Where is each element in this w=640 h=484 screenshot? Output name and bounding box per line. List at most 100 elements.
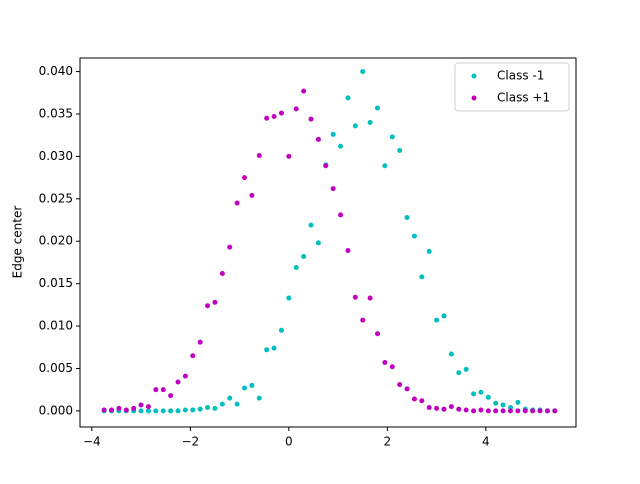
- point: [175, 408, 181, 414]
- legend-marker: [471, 73, 477, 79]
- point: [271, 114, 277, 120]
- point: [293, 265, 299, 271]
- point: [352, 123, 358, 129]
- point: [367, 119, 373, 125]
- point: [419, 274, 425, 280]
- legend-label: Class -1: [497, 69, 544, 83]
- point: [242, 175, 248, 181]
- point: [227, 395, 233, 401]
- point: [485, 394, 491, 400]
- point: [153, 408, 159, 414]
- point: [426, 248, 432, 254]
- point: [426, 404, 432, 410]
- point: [360, 317, 366, 323]
- point: [256, 395, 262, 401]
- point: [234, 200, 240, 206]
- point: [182, 373, 188, 379]
- point: [123, 407, 129, 413]
- point: [397, 147, 403, 153]
- x-tick-label: 0: [285, 435, 293, 449]
- legend-label: Class +1: [497, 91, 550, 105]
- point: [493, 400, 499, 406]
- y-tick-label: 0.010: [39, 319, 73, 333]
- point: [493, 408, 499, 414]
- point: [242, 385, 248, 391]
- point: [160, 387, 166, 393]
- point: [109, 407, 115, 413]
- point: [478, 407, 484, 413]
- point: [360, 69, 366, 75]
- point: [301, 88, 307, 94]
- x-tick-label: 2: [384, 435, 392, 449]
- point: [323, 163, 329, 169]
- point: [271, 345, 277, 351]
- point: [293, 106, 299, 112]
- point: [338, 143, 344, 149]
- point: [471, 391, 477, 397]
- point: [456, 406, 462, 412]
- y-tick-label: 0.025: [39, 191, 73, 205]
- point: [434, 405, 440, 411]
- point: [205, 404, 211, 410]
- plot-frame: [79, 57, 577, 428]
- point: [515, 408, 521, 414]
- point: [256, 153, 262, 159]
- point: [190, 407, 196, 413]
- point: [278, 327, 284, 333]
- point: [352, 294, 358, 300]
- point: [153, 387, 159, 393]
- point: [507, 408, 513, 414]
- point: [308, 222, 314, 228]
- point: [434, 317, 440, 323]
- point: [397, 382, 403, 388]
- point: [116, 405, 122, 411]
- point: [315, 136, 321, 142]
- point: [197, 339, 203, 345]
- point: [145, 408, 151, 414]
- point: [234, 401, 240, 407]
- point: [448, 351, 454, 357]
- point: [308, 116, 314, 122]
- point: [264, 347, 270, 353]
- point: [463, 366, 469, 372]
- point: [515, 399, 521, 405]
- point: [190, 353, 196, 359]
- point: [249, 192, 255, 198]
- point: [552, 408, 558, 414]
- x-tick-label: −2: [181, 435, 199, 449]
- point: [175, 379, 181, 385]
- point: [404, 214, 410, 220]
- legend: Class -1 Class +1: [454, 62, 570, 112]
- point: [315, 240, 321, 246]
- point: [205, 303, 211, 309]
- point: [471, 408, 477, 414]
- point: [249, 382, 255, 388]
- y-axis-label: Edge center: [11, 206, 25, 279]
- point: [456, 370, 462, 376]
- point: [212, 405, 218, 411]
- point: [375, 331, 381, 337]
- point: [448, 404, 454, 410]
- point: [382, 163, 388, 169]
- point: [382, 360, 388, 366]
- point: [286, 295, 292, 301]
- point: [404, 386, 410, 392]
- y-tick-label: 0.015: [39, 276, 73, 290]
- point: [330, 186, 336, 192]
- point: [227, 244, 233, 250]
- y-tick-label: 0.030: [39, 149, 73, 163]
- point: [101, 407, 107, 413]
- point: [522, 408, 528, 414]
- point: [145, 404, 151, 410]
- point: [367, 295, 373, 301]
- point: [168, 393, 174, 399]
- point: [375, 105, 381, 111]
- legend-marker: [471, 95, 477, 101]
- y-tick-label: 0.005: [39, 361, 73, 375]
- point: [301, 253, 307, 259]
- point: [160, 408, 166, 414]
- point: [182, 407, 188, 413]
- point: [544, 408, 550, 414]
- point: [338, 212, 344, 218]
- point: [419, 398, 425, 404]
